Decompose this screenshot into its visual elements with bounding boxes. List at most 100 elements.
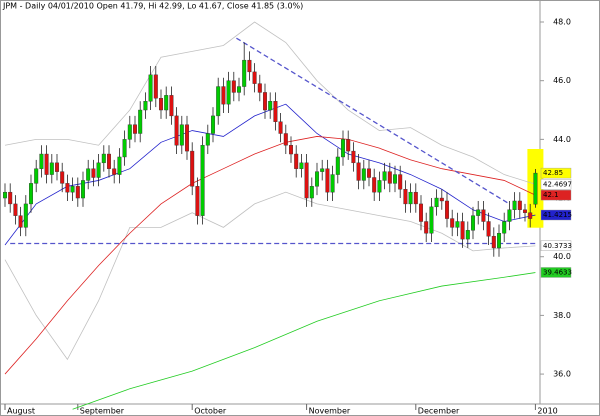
candle-body <box>481 209 486 222</box>
price-label: 42.85 <box>543 169 563 177</box>
candle-body <box>8 191 13 205</box>
candle-body <box>424 221 429 234</box>
overlay-line <box>4 21 536 185</box>
y-tick-label: 36.0 <box>553 370 571 379</box>
candle-body <box>268 101 273 111</box>
candle-body <box>195 186 200 216</box>
price-label-box <box>540 240 572 251</box>
candle-body <box>320 168 325 172</box>
price-label: 39.4633 <box>543 268 572 276</box>
candle-body <box>367 168 372 178</box>
candle-body <box>153 74 158 99</box>
candle-body <box>96 162 101 178</box>
candle-body <box>491 235 496 249</box>
candle-body <box>75 186 80 199</box>
candle-body <box>325 168 330 193</box>
candle-body <box>117 156 122 175</box>
candle-body <box>387 171 392 184</box>
candle-body <box>138 109 143 134</box>
candle-body <box>351 150 356 164</box>
overlay-line <box>72 272 536 410</box>
candle-body <box>413 191 418 205</box>
candle-body <box>315 171 320 187</box>
candle-body <box>60 171 65 184</box>
y-tick-label: 44.0 <box>553 135 571 144</box>
candle-body <box>184 124 189 152</box>
y-tick-label: 38.0 <box>553 311 571 320</box>
candle-body <box>205 133 210 146</box>
candle-body <box>122 139 127 158</box>
candle-body <box>158 98 163 111</box>
price-label-box <box>540 209 572 221</box>
candle-body <box>460 221 465 240</box>
candle-body <box>236 86 241 93</box>
candle-body <box>44 153 49 175</box>
candle-body <box>49 162 54 175</box>
x-tick-label: October <box>194 407 227 416</box>
candle-body <box>226 80 231 105</box>
price-label: 41.4215 <box>543 211 572 219</box>
trendline <box>236 37 510 205</box>
candle-body <box>23 203 28 228</box>
candle-body <box>101 153 106 164</box>
candle-body <box>39 153 44 169</box>
candle-body <box>164 95 169 111</box>
candle-body <box>210 115 215 134</box>
candle-body <box>455 221 460 228</box>
candle-body <box>403 189 408 205</box>
candle-body <box>471 215 476 231</box>
candle-body <box>252 71 257 84</box>
candle-body <box>132 124 137 134</box>
candle-body <box>231 80 236 93</box>
candle-body <box>507 209 512 222</box>
candle-body <box>299 162 304 169</box>
candle-body <box>273 101 278 122</box>
candle-body <box>200 145 205 216</box>
y-tick-label: 48.0 <box>553 18 571 27</box>
candle-body <box>106 153 111 169</box>
overlay-line <box>4 191 536 361</box>
overlay-line <box>4 136 536 375</box>
candle-body <box>179 124 184 146</box>
candle-body <box>512 200 517 210</box>
x-tick-label: December <box>418 407 460 416</box>
candle-body <box>335 156 340 175</box>
candle-body <box>55 162 60 172</box>
price-label-box <box>540 167 572 179</box>
candle-body <box>148 74 153 102</box>
candle-body <box>127 124 132 140</box>
candle-body <box>247 59 252 73</box>
price-label: 40.3733 <box>543 242 572 250</box>
candle-body <box>169 95 174 117</box>
candle-body <box>3 191 7 199</box>
price-label: 42.4697 <box>543 180 572 188</box>
candle-body <box>70 186 75 193</box>
candle-body <box>263 92 268 111</box>
x-tick-label: November <box>309 407 351 416</box>
candle-body <box>429 206 434 234</box>
candle-body <box>377 180 382 193</box>
candle-body <box>257 83 262 93</box>
candle-body <box>450 218 455 228</box>
x-tick-label: August <box>7 407 35 416</box>
candle-body <box>408 191 413 205</box>
candle-body <box>242 59 247 87</box>
candle-body <box>445 200 450 219</box>
x-tick-label: 2010 <box>537 407 557 416</box>
candle-body <box>216 86 221 117</box>
candle-body <box>528 212 533 219</box>
candle-body <box>533 172 538 205</box>
candle-body <box>289 145 294 155</box>
candle-body <box>278 121 283 134</box>
candle-body <box>221 86 226 105</box>
candle-body <box>309 186 314 199</box>
candle-body <box>356 162 361 181</box>
candle-body <box>361 168 366 181</box>
y-tick-label: 46.0 <box>553 76 571 85</box>
candle-body <box>91 168 96 178</box>
candle-body <box>34 168 39 184</box>
candle-body <box>523 209 528 213</box>
candle-body <box>419 203 424 222</box>
